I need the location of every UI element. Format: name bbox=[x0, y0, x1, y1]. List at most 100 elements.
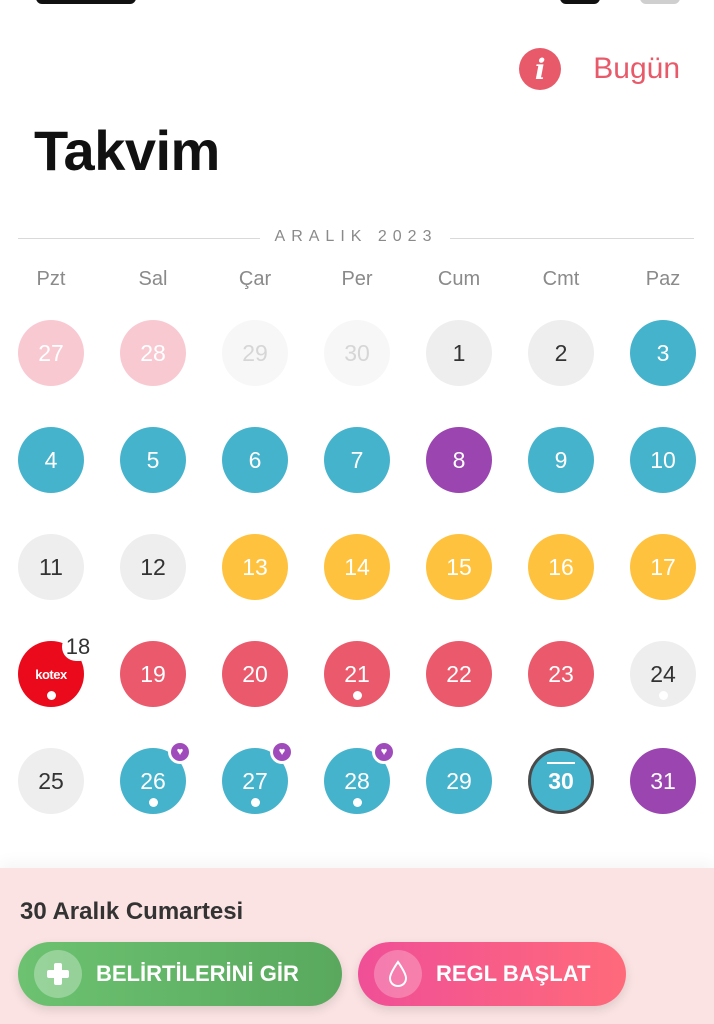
calendar-day[interactable]: 11 bbox=[18, 534, 84, 600]
heart-icon: ♥ bbox=[168, 740, 192, 764]
day-number: 27 bbox=[38, 339, 64, 366]
day-number: 9 bbox=[554, 446, 568, 473]
calendar-day-today[interactable]: 30 bbox=[528, 748, 594, 814]
weekday-label: Paz bbox=[645, 268, 681, 290]
calendar-day[interactable]: 19 bbox=[120, 641, 186, 707]
calendar-day[interactable]: 10 bbox=[630, 427, 696, 493]
calendar-day[interactable]: 15 bbox=[426, 534, 492, 600]
start-period-button[interactable]: REGL BAŞLAT bbox=[358, 942, 626, 1006]
day-number: 3 bbox=[656, 339, 670, 366]
calendar-day[interactable]: 16 bbox=[528, 534, 594, 600]
day-number: 30 bbox=[548, 767, 574, 794]
calendar-day[interactable]: 23 bbox=[528, 641, 594, 707]
calendar-day[interactable]: 6 bbox=[222, 427, 288, 493]
day-number: 30 bbox=[344, 339, 370, 366]
calendar-day[interactable]: 29 bbox=[426, 748, 492, 814]
today-marker bbox=[547, 762, 575, 764]
calendar-day[interactable]: 12 bbox=[120, 534, 186, 600]
calendar-day[interactable]: 28 ♥ bbox=[324, 740, 396, 814]
day-number: 29 bbox=[242, 339, 268, 366]
day-number: 28 bbox=[140, 339, 166, 366]
calendar-day[interactable]: 27 bbox=[18, 320, 84, 386]
day-number: 12 bbox=[140, 553, 166, 580]
day-number: 17 bbox=[650, 553, 676, 580]
weekday-label: Çar bbox=[238, 268, 272, 290]
day-number: 28 bbox=[344, 767, 370, 794]
day-number: 25 bbox=[38, 767, 64, 794]
calendar-day[interactable]: 26 ♥ bbox=[120, 740, 192, 814]
drop-icon bbox=[374, 950, 422, 998]
calendar-day[interactable]: 4 bbox=[18, 427, 84, 493]
calendar-day[interactable]: 1 bbox=[426, 320, 492, 386]
day-number: 24 bbox=[650, 660, 676, 687]
day-number: 22 bbox=[446, 660, 472, 687]
top-bar: i Bugün bbox=[519, 48, 680, 90]
calendar-day[interactable]: 30 bbox=[324, 320, 390, 386]
note-dot-icon bbox=[352, 798, 362, 807]
weekday-label: Cmt bbox=[542, 268, 580, 290]
status-bar bbox=[0, 0, 714, 6]
day-number: 23 bbox=[548, 660, 574, 687]
calendar-day[interactable]: 28 bbox=[120, 320, 186, 386]
status-time-fragment bbox=[36, 0, 136, 4]
calendar-day[interactable]: 9 bbox=[528, 427, 594, 493]
day-number: 10 bbox=[650, 446, 676, 473]
calendar-day[interactable]: 27 ♥ bbox=[222, 740, 294, 814]
day-number: 20 bbox=[242, 660, 268, 687]
calendar-day[interactable]: 24 bbox=[630, 641, 696, 707]
start-period-label: REGL BAŞLAT bbox=[436, 961, 591, 986]
weekday-label: Cum bbox=[437, 268, 481, 290]
calendar-day[interactable]: 20 bbox=[222, 641, 288, 707]
day-number: 15 bbox=[446, 553, 472, 580]
day-number: 18 bbox=[62, 633, 94, 661]
calendar-day[interactable]: 8 bbox=[426, 427, 492, 493]
note-dot-icon bbox=[46, 691, 56, 700]
day-number: 26 bbox=[140, 767, 166, 794]
page-title: Takvim bbox=[34, 119, 220, 182]
month-header: ARALIK 2023 bbox=[18, 228, 694, 248]
weekday-header: Pzt Sal Çar Per Cum Cmt Paz bbox=[0, 268, 714, 294]
bottom-panel: 30 Aralık Cumartesi BELİRTİLERİNİ GİR RE… bbox=[0, 868, 714, 1024]
day-number: 1 bbox=[452, 339, 466, 366]
calendar-day[interactable]: 7 bbox=[324, 427, 390, 493]
enter-symptoms-button[interactable]: BELİRTİLERİNİ GİR bbox=[18, 942, 342, 1006]
calendar-day[interactable]: 5 bbox=[120, 427, 186, 493]
day-number: 4 bbox=[44, 446, 58, 473]
calendar-day[interactable]: 21 bbox=[324, 641, 390, 707]
calendar-day[interactable]: 14 bbox=[324, 534, 390, 600]
plus-icon bbox=[34, 950, 82, 998]
day-number: 31 bbox=[650, 767, 676, 794]
day-number: 14 bbox=[344, 553, 370, 580]
heart-icon: ♥ bbox=[270, 740, 294, 764]
month-label: ARALIK 2023 bbox=[274, 228, 438, 245]
weekday-label: Per bbox=[341, 268, 373, 290]
heart-icon: ♥ bbox=[372, 740, 396, 764]
info-icon[interactable]: i bbox=[519, 48, 562, 90]
calendar-day[interactable]: 3 bbox=[630, 320, 696, 386]
calendar-day[interactable]: 31 bbox=[630, 748, 696, 814]
day-number: 16 bbox=[548, 553, 574, 580]
calendar-day[interactable]: 2 bbox=[528, 320, 594, 386]
note-dot-icon bbox=[352, 691, 362, 700]
month-divider-left bbox=[18, 238, 260, 239]
day-number: 7 bbox=[350, 446, 364, 473]
day-number: 13 bbox=[242, 553, 268, 580]
calendar-day[interactable]: 29 bbox=[222, 320, 288, 386]
note-dot-icon bbox=[658, 691, 668, 700]
day-number: 11 bbox=[39, 553, 63, 580]
calendar-day[interactable]: 25 bbox=[18, 748, 84, 814]
day-number: 29 bbox=[446, 767, 472, 794]
battery-icon bbox=[640, 0, 680, 4]
day-number: 5 bbox=[146, 446, 160, 473]
weekday-label: Sal bbox=[138, 268, 168, 290]
signal-icon bbox=[560, 0, 600, 4]
calendar-day[interactable]: 22 bbox=[426, 641, 492, 707]
day-number: 21 bbox=[344, 660, 370, 687]
note-dot-icon bbox=[250, 798, 260, 807]
calendar-day[interactable]: kotex 18 bbox=[18, 633, 94, 707]
day-number: 19 bbox=[140, 660, 166, 687]
calendar-day[interactable]: 17 bbox=[630, 534, 696, 600]
day-number: 6 bbox=[248, 446, 262, 473]
calendar-day[interactable]: 13 bbox=[222, 534, 288, 600]
today-button[interactable]: Bugün bbox=[593, 52, 680, 85]
